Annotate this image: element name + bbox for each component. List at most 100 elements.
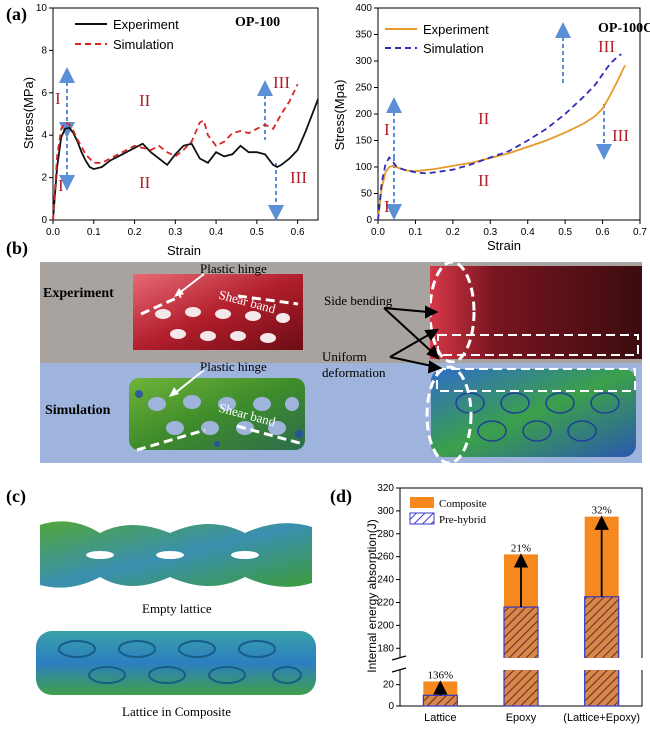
- y-tick-label: 2: [41, 173, 47, 184]
- y-tick-label: 320: [377, 483, 394, 494]
- series-line-experiment: [52, 98, 319, 221]
- region-label-iii: III: [598, 37, 615, 56]
- caption-empty-lattice: Empty lattice: [142, 601, 212, 616]
- percent-label: 136%: [427, 669, 453, 681]
- row-label-simulation: Simulation: [45, 403, 111, 418]
- series-line-simulation: [377, 53, 622, 221]
- legend-label: Experiment: [113, 17, 179, 32]
- x-tick-label: 0.0: [371, 227, 385, 238]
- axis-break-mark: [391, 655, 407, 661]
- y-axis-label: Internal energy absorption(J): [365, 519, 379, 672]
- x-tick-label: 0.7: [633, 227, 647, 238]
- annotation-arrow: [174, 273, 205, 297]
- y-tick-label: 400: [355, 3, 372, 14]
- x-tick-label: 0.4: [521, 227, 535, 238]
- experiment-side-view-image: [430, 262, 642, 363]
- panel-b-comparison: Experiment Simulation Plastic hinge Shea…: [40, 261, 642, 463]
- annotation-arrows: [383, 305, 443, 374]
- x-tick-label: 0.2: [446, 227, 460, 238]
- x-axis-label: Strain: [487, 238, 521, 253]
- y-tick-label: 50: [361, 189, 373, 200]
- plot-frame: [52, 7, 319, 221]
- region-label-iii: III: [612, 126, 629, 145]
- region-label-i: I: [384, 120, 390, 139]
- legend-label: Simulation: [113, 37, 174, 52]
- x-tick-label: 0.0: [46, 227, 60, 238]
- axis-break-mark: [391, 667, 407, 673]
- y-tick-label: 8: [41, 45, 47, 56]
- chart-title: OP-100Cs: [598, 21, 650, 36]
- legend-label: Composite: [439, 498, 487, 510]
- y-tick-label: 4: [41, 130, 47, 141]
- y-tick-label: 300: [377, 506, 394, 517]
- region-label-ii: II: [139, 91, 151, 110]
- panel-label-b: (b): [6, 238, 28, 258]
- legend-label: Experiment: [423, 22, 489, 37]
- percent-label: 32%: [592, 505, 612, 517]
- bar-prehybrid: [422, 694, 458, 707]
- x-axis-label: Strain: [167, 243, 201, 258]
- legend: Experiment Simulation: [385, 22, 489, 56]
- simulation-specimen-image: [129, 378, 305, 452]
- legend: Composite Pre-hybrid: [409, 497, 487, 526]
- x-tick-label: 0.3: [168, 227, 182, 238]
- annotation-plastic-hinge: Plastic hinge: [200, 359, 267, 374]
- legend: Experiment Simulation: [75, 17, 179, 52]
- y-tick-label: 0: [41, 215, 47, 226]
- chart-title: OP-100: [235, 15, 280, 30]
- x-tick-label: 0.6: [596, 227, 610, 238]
- x-tick-label: (Lattice+Epoxy): [563, 712, 640, 724]
- chart-op100: 0.0 0.1 0.2 0.3 0.4 0.5 0.6 0 2 4 6 8 10 I I II II I…: [21, 3, 319, 258]
- annotation-plastic-hinge: Plastic hinge: [200, 261, 267, 276]
- region-label-ii: II: [478, 171, 490, 190]
- y-tick-label: 240: [377, 575, 394, 586]
- x-tick-label: Epoxy: [506, 712, 537, 724]
- lattice-in-composite-image: [36, 631, 316, 695]
- bar-prehybrid: [503, 606, 539, 707]
- y-tick-label: 100: [355, 162, 372, 173]
- y-tick-label: 180: [377, 643, 394, 654]
- x-tick-label: 0.5: [250, 227, 264, 238]
- percent-label: 21%: [511, 542, 531, 554]
- x-tick-label: 0.6: [291, 227, 305, 238]
- y-tick-label: 20: [383, 680, 395, 691]
- y-tick-label: 350: [355, 30, 372, 41]
- experiment-specimen-image: [133, 274, 303, 350]
- region-label-i: I: [55, 89, 61, 108]
- legend-label: Pre-hybrid: [439, 514, 487, 526]
- series-line-simulation: [52, 83, 299, 221]
- y-tick-label: 6: [41, 88, 47, 99]
- region-label-i: I: [384, 197, 390, 216]
- y-axis-label: Stress(Mpa): [332, 80, 347, 151]
- legend-label: Simulation: [423, 41, 484, 56]
- series-line-experiment: [377, 64, 626, 221]
- panel-label-c: (c): [6, 486, 26, 506]
- x-tick-label: 0.2: [128, 227, 142, 238]
- y-tick-label: 300: [355, 56, 372, 67]
- y-tick-label: 0: [366, 215, 372, 226]
- y-tick-label: 220: [377, 597, 394, 608]
- x-tick-label: 0.1: [87, 227, 101, 238]
- annotation-arrow: [169, 369, 205, 397]
- region-label-iii: III: [273, 73, 290, 92]
- region-label-ii: II: [139, 173, 151, 192]
- empty-lattice-image: [40, 521, 312, 588]
- y-tick-label: 200: [377, 620, 394, 631]
- y-tick-label: 280: [377, 529, 394, 540]
- region-label-ii: II: [478, 109, 490, 128]
- row-label-experiment: Experiment: [43, 286, 114, 301]
- region-label-i: I: [58, 176, 64, 195]
- y-tick-label: 260: [377, 552, 394, 563]
- x-tick-label: 0.4: [209, 227, 223, 238]
- y-tick-label: 0: [388, 701, 394, 712]
- y-tick-label: 250: [355, 83, 372, 94]
- x-tick-label: 0.3: [483, 227, 497, 238]
- region-label-iii: III: [290, 168, 307, 187]
- y-tick-label: 200: [355, 109, 372, 120]
- x-tick-label: Lattice: [424, 712, 456, 724]
- annotation-uniform-deformation: Uniform deformation: [322, 349, 386, 380]
- chart-op100cs: 0.0 0.1 0.2 0.3 0.4 0.5 0.6 0.7 0 50 100 150 200 250 3…: [332, 3, 650, 253]
- y-axis-label: Stress(MPa): [21, 77, 36, 149]
- axis-break: [394, 658, 648, 670]
- y-tick-label: 150: [355, 136, 372, 147]
